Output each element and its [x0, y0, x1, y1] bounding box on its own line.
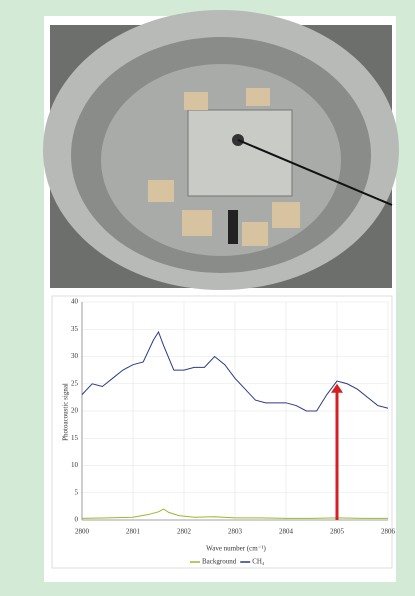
photo [43, 10, 399, 290]
figure: 0 5 10 15 20 25 30 35 40 2800 2801 2802 2803 2804 2805… [0, 0, 415, 596]
x-tick-label: 2801 [126, 528, 141, 536]
y-tick-label: 30 [71, 352, 79, 360]
x-tick-label: 2804 [279, 528, 294, 536]
x-tick-label: 2802 [177, 528, 192, 536]
x-tick-label: 2805 [330, 528, 345, 536]
y-tick-label: 15 [71, 434, 79, 442]
x-tick-label: 2806 [381, 528, 396, 536]
y-tick-label: 25 [71, 379, 79, 387]
y-tick-label: 5 [75, 488, 79, 496]
x-tick-label: 2803 [228, 528, 243, 536]
y-tick-label: 40 [71, 298, 79, 306]
x-axis-label: Wave number (cm⁻¹) [206, 545, 266, 553]
y-axis-label: Photoacoustic signal [62, 383, 70, 441]
y-tick-label: 35 [71, 325, 79, 333]
y-tick-label: 20 [71, 407, 79, 415]
y-tick-label: 0 [75, 516, 79, 524]
legend-label: CH₄ [252, 558, 265, 566]
legend-label: Background [202, 558, 237, 566]
x-tick-label: 2800 [75, 528, 90, 536]
page: 0 5 10 15 20 25 30 35 40 2800 2801 2802 2803 2804 2805… [0, 0, 415, 596]
y-tick-label: 10 [71, 461, 79, 469]
